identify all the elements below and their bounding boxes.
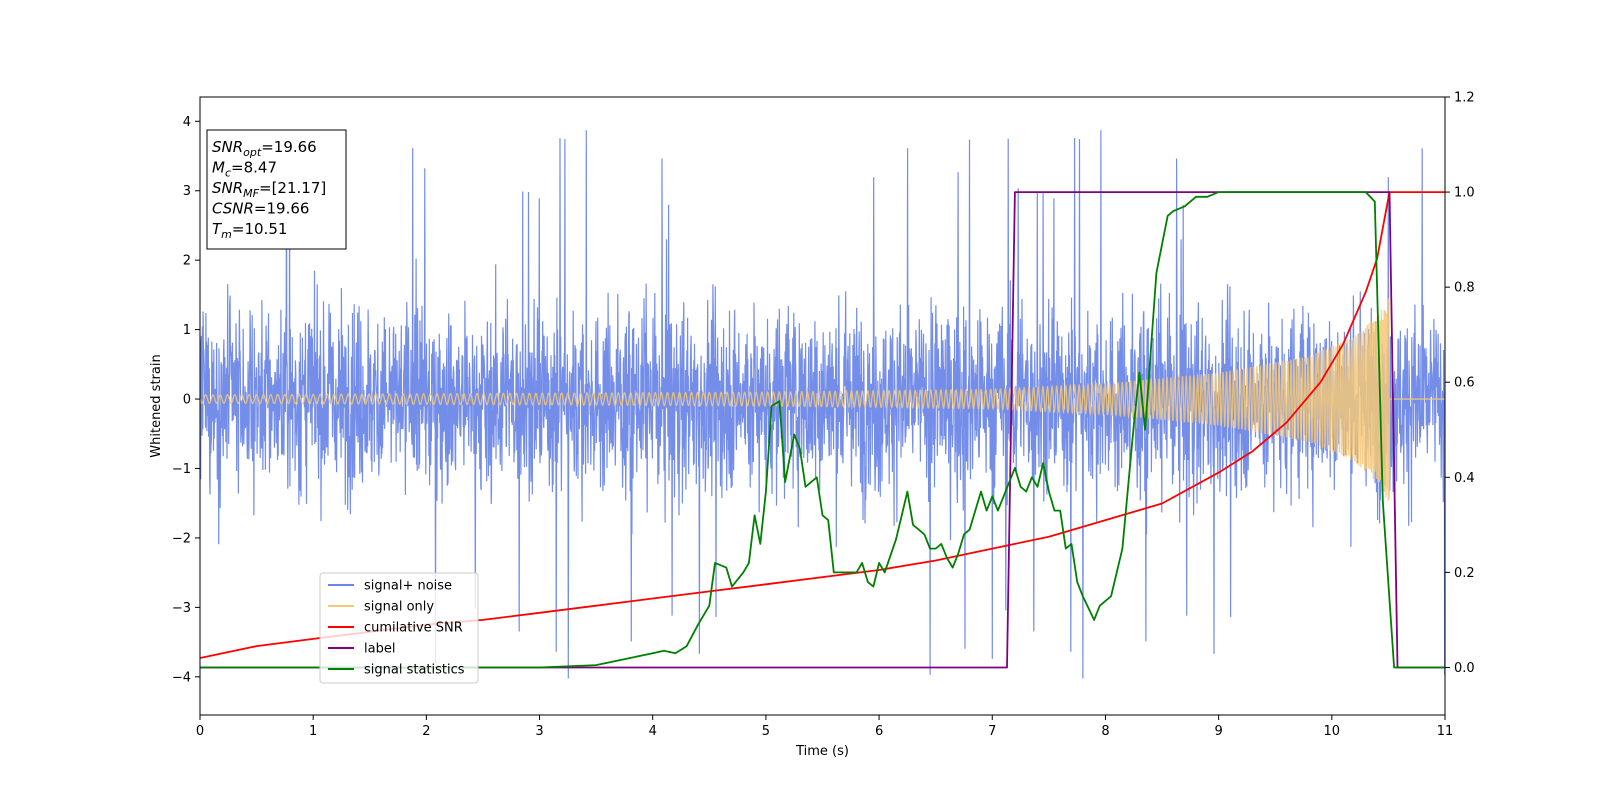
x-tick-label: 2 (422, 724, 430, 739)
y-axis-left: −4 −3 −2 −1 0 1 2 3 4 (172, 115, 200, 685)
y-axis-label: Whitened strain (149, 354, 164, 457)
y-left-tick-label: 0 (183, 393, 191, 408)
info-line-sub: m (221, 228, 232, 241)
legend: signal+ noise signal only cumilative SNR la… (319, 572, 479, 684)
x-tick-label: 5 (762, 724, 770, 739)
legend-entry: cumilative SNR (364, 621, 463, 636)
info-line-sub: c (225, 167, 231, 180)
y-left-tick-label: −3 (172, 601, 191, 616)
y-left-tick-label: 2 (183, 254, 191, 269)
info-line-sub: MF (243, 187, 259, 200)
info-line-value: =8.47 (231, 159, 277, 177)
info-line: Tm=10.51 (212, 220, 287, 241)
info-line: SNRMF=[21.17] (212, 179, 326, 200)
y-right-tick-label: 0.2 (1454, 566, 1475, 581)
y-left-tick-label: −1 (172, 462, 191, 477)
y-left-tick-label: 3 (183, 184, 191, 199)
y-axis-right: 0.0 0.2 0.4 0.6 0.8 1.0 1.2 (1445, 91, 1475, 676)
info-line-base: M (212, 159, 225, 177)
x-tick-label: 6 (875, 724, 883, 739)
x-tick-label: 7 (988, 724, 996, 739)
y-right-tick-label: 0.8 (1454, 281, 1475, 296)
legend-frame (319, 572, 479, 684)
x-tick-label: 9 (1214, 724, 1222, 739)
legend-entry: label (364, 642, 395, 657)
x-axis-label: Time (s) (795, 744, 849, 759)
info-box: SNRopt=19.66Mc=8.47SNRMF=[21.17]CSNR=19.… (206, 129, 347, 250)
y-right-tick-label: 1.2 (1454, 91, 1475, 106)
legend-entry: signal+ noise (364, 579, 452, 594)
x-tick-label: 3 (535, 724, 543, 739)
series-signal-statistics (200, 191, 1445, 669)
info-line: CSNR=19.66 (212, 200, 309, 218)
y-left-tick-label: −4 (172, 670, 191, 685)
series-signal-noise (200, 130, 1445, 679)
x-tick-label: 8 (1101, 724, 1109, 739)
info-line: SNRopt=19.66 (212, 138, 317, 159)
info-line-value: =10.51 (232, 220, 288, 238)
x-axis: 0 1 2 3 4 5 6 7 8 9 10 11 (196, 715, 1453, 739)
x-tick-label: 10 (1324, 724, 1341, 739)
series-signal-only (200, 298, 1445, 501)
info-line-value: =[21.17] (259, 179, 326, 197)
y-left-tick-label: 1 (183, 323, 191, 338)
info-line: Mc=8.47 (212, 159, 277, 180)
x-tick-label: 11 (1437, 724, 1454, 739)
info-line-value: =19.66 (254, 200, 310, 218)
x-tick-label: 4 (649, 724, 657, 739)
info-line-base: SNR (212, 179, 243, 197)
plot-frame (199, 96, 1446, 716)
info-line-sub: opt (243, 146, 262, 159)
y-right-tick-label: 0.4 (1454, 471, 1475, 486)
x-tick-label: 0 (196, 724, 204, 739)
y-right-tick-label: 1.0 (1454, 186, 1475, 201)
y-right-tick-label: 0.0 (1454, 661, 1475, 676)
info-line-value: =19.66 (261, 138, 317, 156)
info-line-base: T (212, 220, 223, 238)
info-line-base: SNR (212, 138, 243, 156)
y-left-tick-label: −2 (172, 531, 191, 546)
x-tick-label: 1 (309, 724, 317, 739)
legend-entry: signal statistics (364, 663, 465, 678)
info-line-base: CSNR (212, 200, 254, 218)
y-left-tick-label: 4 (183, 115, 191, 130)
info-box-frame (206, 129, 347, 250)
y-right-tick-label: 0.6 (1454, 376, 1475, 391)
legend-entry: signal only (364, 600, 434, 615)
